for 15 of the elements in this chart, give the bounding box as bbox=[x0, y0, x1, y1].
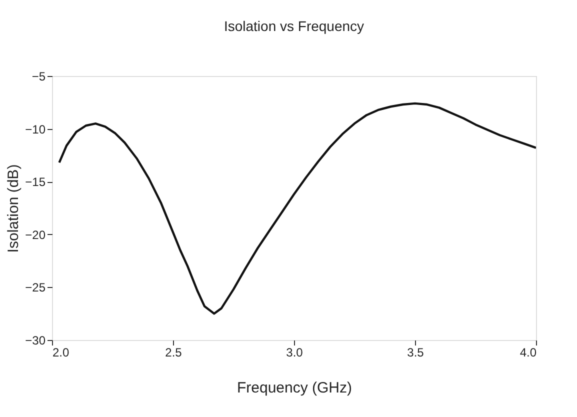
y-tick-label: −5 bbox=[32, 70, 46, 84]
y-tick-label: −15 bbox=[25, 175, 46, 190]
chart-title: Isolation vs Frequency bbox=[224, 18, 364, 34]
y-tick-label: −30 bbox=[25, 334, 46, 348]
x-tick-label: 3.5 bbox=[407, 346, 424, 360]
y-tick-label: −20 bbox=[25, 228, 46, 242]
x-tick-label: 2.5 bbox=[165, 346, 182, 360]
y-axis-title: Isolation (dB) bbox=[5, 164, 22, 253]
y-tick-label: −25 bbox=[25, 280, 46, 295]
line-series bbox=[58, 102, 536, 315]
x-tick-label: 3.0 bbox=[286, 346, 304, 360]
x-tick-label: 2.0 bbox=[52, 346, 70, 360]
x-tick-label: 4.0 bbox=[520, 346, 537, 360]
y-tick-label: −10 bbox=[25, 122, 46, 136]
x-axis-title: Frequency (GHz) bbox=[236, 380, 352, 396]
